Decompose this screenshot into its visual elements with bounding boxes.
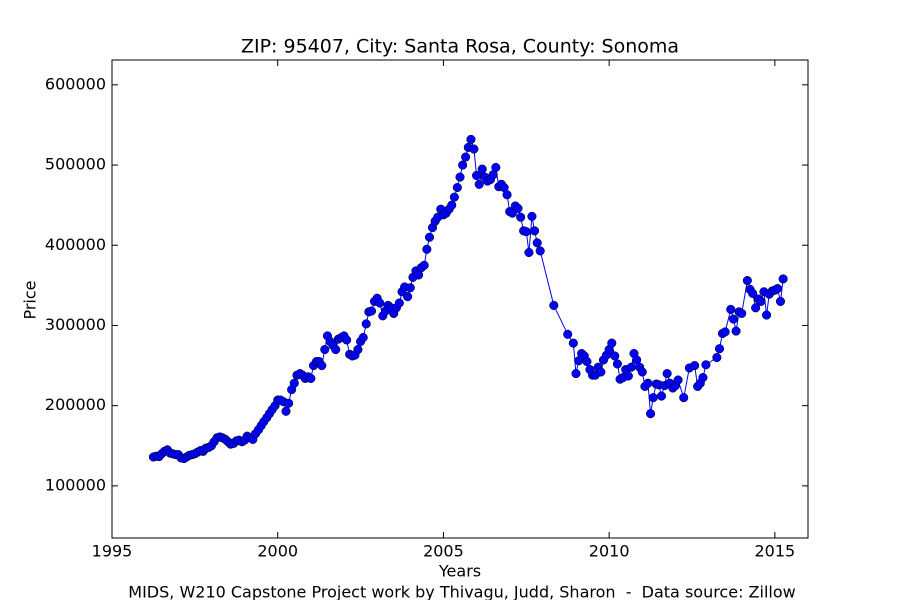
data-point <box>656 391 667 401</box>
data-point <box>673 375 683 385</box>
data-point <box>756 296 766 306</box>
data-point <box>403 292 413 302</box>
data-point <box>535 246 545 256</box>
data-point <box>306 373 316 383</box>
data-point <box>394 298 404 308</box>
data-point <box>424 232 435 242</box>
data-point <box>648 393 658 403</box>
data-point <box>742 276 752 286</box>
data-point <box>516 212 526 222</box>
data-point <box>361 319 371 329</box>
data-point <box>772 284 783 294</box>
data-point <box>466 134 476 144</box>
data-point <box>690 361 700 371</box>
data-point <box>419 260 429 270</box>
data-point <box>737 308 747 318</box>
data-point <box>751 303 761 313</box>
y-tick-label: 400000 <box>45 235 106 254</box>
x-tick-label: 1995 <box>92 542 133 561</box>
data-point <box>289 378 299 388</box>
data-point <box>455 172 465 182</box>
x-tick-label: 2005 <box>423 542 464 561</box>
data-point <box>563 329 573 339</box>
y-tick-label: 200000 <box>45 395 106 414</box>
y-tick-label: 300000 <box>45 315 106 334</box>
plot-frame <box>111 59 809 539</box>
data-point <box>731 326 741 336</box>
data-point <box>712 352 722 363</box>
data-point <box>626 362 636 372</box>
data-point <box>637 367 647 377</box>
data-point <box>646 409 656 419</box>
data-point <box>317 361 327 371</box>
data-point <box>331 344 341 355</box>
data-point <box>405 283 415 293</box>
data-point <box>532 238 542 248</box>
data-point <box>748 288 758 298</box>
data-point <box>358 332 368 343</box>
data-point <box>698 373 708 383</box>
data-point <box>571 369 581 379</box>
data-point <box>342 335 352 345</box>
data-point <box>452 182 462 193</box>
data-point <box>568 338 578 348</box>
x-tick-label: 2015 <box>754 542 795 561</box>
y-tick-label: 600000 <box>45 74 106 93</box>
data-point <box>353 344 363 355</box>
y-tick-label: 100000 <box>45 475 106 494</box>
data-point <box>607 338 617 348</box>
data-point <box>469 144 479 154</box>
data-point <box>582 357 592 367</box>
data-point <box>447 200 457 210</box>
data-point <box>610 351 620 361</box>
data-point <box>662 369 672 379</box>
y-axis-label: Price <box>21 280 40 319</box>
x-tick-label: 2000 <box>257 542 298 561</box>
data-point <box>612 359 622 369</box>
data-point <box>524 247 534 258</box>
data-point <box>458 160 468 170</box>
data-point <box>461 152 471 162</box>
data-point <box>549 300 559 310</box>
data-point <box>449 192 459 202</box>
y-tick-label: 500000 <box>45 155 106 174</box>
data-point <box>596 367 606 377</box>
x-tick-label: 2010 <box>589 542 630 561</box>
data-point <box>474 179 484 189</box>
data-point <box>521 227 531 237</box>
data-point <box>281 406 291 416</box>
data-point <box>643 378 653 388</box>
data-point <box>775 296 786 306</box>
data-point <box>422 244 432 254</box>
data-point <box>491 162 501 173</box>
data-point <box>762 310 772 320</box>
data-point <box>530 226 540 236</box>
x-axis-label: Years <box>438 562 481 581</box>
data-point <box>284 398 294 408</box>
data-point <box>714 344 725 354</box>
data-point <box>623 371 633 381</box>
data-point <box>477 164 487 174</box>
data-point <box>701 360 711 370</box>
data-point <box>728 314 738 324</box>
data-point <box>527 211 537 221</box>
caption: MIDS, W210 Capstone Project work by Thiv… <box>128 583 795 600</box>
data-point <box>375 298 385 308</box>
data-point <box>366 306 377 316</box>
data-point <box>502 190 512 200</box>
data-point <box>720 327 730 337</box>
data-point <box>513 203 523 213</box>
data-point <box>778 274 788 284</box>
data-point <box>679 393 689 403</box>
chart-title: ZIP: 95407, City: Santa Rosa, County: So… <box>241 36 679 58</box>
data-point <box>726 304 736 314</box>
data-point <box>320 344 330 355</box>
